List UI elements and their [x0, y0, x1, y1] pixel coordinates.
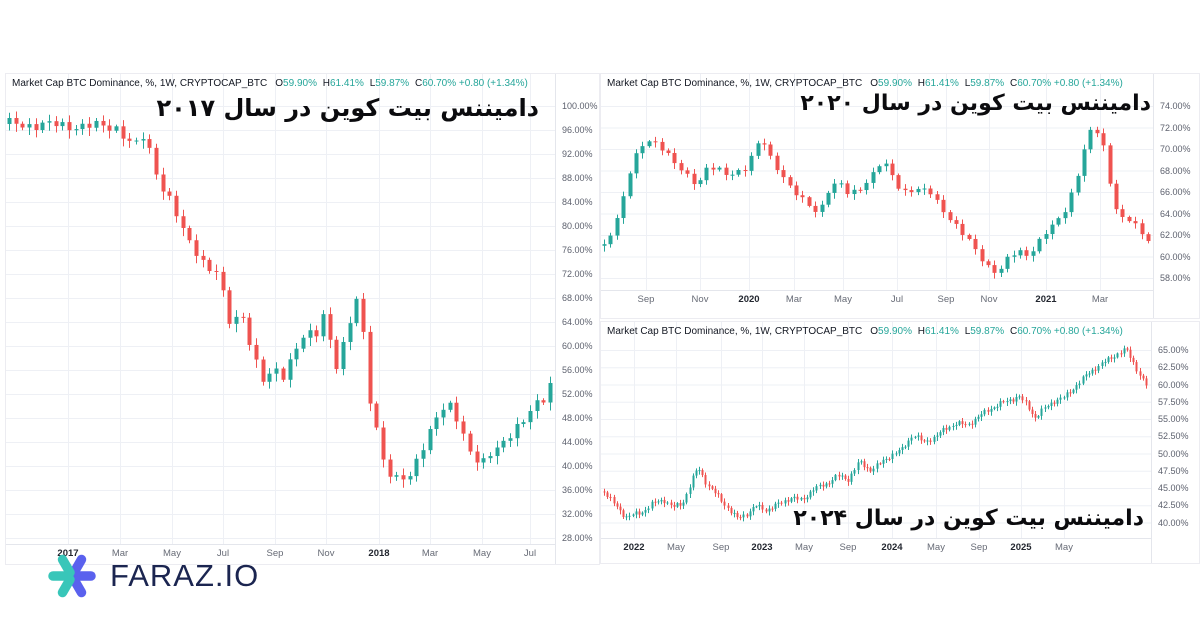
- x-axis-label: Nov: [317, 548, 335, 559]
- y-axis-label: 40.00%: [562, 461, 593, 471]
- y-axis-label: 44.00%: [562, 437, 593, 447]
- chart-title-2017: دامیننس بیت کوین در سال ۲۰۱۷: [156, 94, 540, 122]
- y-axis-label: 60.00%: [1160, 251, 1191, 262]
- candlestick-plot: [6, 74, 555, 544]
- y-axis-label: 72.00%: [1160, 122, 1191, 133]
- x-axis-label: May: [795, 542, 813, 553]
- y-axis-label: 64.00%: [562, 317, 593, 327]
- y-axis-label: 60.00%: [1158, 379, 1189, 390]
- time-axis[interactable]: 2022 May Sep 2023 May Sep 2024 May Sep 2025 May: [601, 538, 1151, 555]
- price-axis[interactable]: 65.00% 62.50% 60.00% 57.50% 55.00% 52.50% 50.0…: [1151, 322, 1199, 563]
- y-axis-label: 64.00%: [1160, 208, 1191, 219]
- y-axis-label: 42.50%: [1158, 500, 1189, 511]
- y-axis-label: 74.00%: [1160, 101, 1191, 111]
- x-axis-label: 2018: [368, 548, 390, 559]
- y-axis-label: 28.00%: [562, 533, 593, 543]
- chart-panel-2017: Market Cap BTC Dominance, %, 1W, CRYPTOC…: [5, 73, 600, 565]
- y-axis-label: 40.00%: [1158, 517, 1189, 528]
- chart-legend-2024: Market Cap BTC Dominance, %, 1W, CRYPTOC…: [607, 326, 1123, 337]
- y-axis-label: 92.00%: [562, 149, 593, 159]
- time-axis[interactable]: 2017 Mar May Jul Sep Nov 2018 Mar May Jul: [6, 544, 555, 561]
- y-axis-label: 48.00%: [562, 413, 593, 423]
- y-axis-label: 57.50%: [1158, 396, 1189, 407]
- x-axis-label: May: [473, 548, 491, 559]
- x-axis-label: Sep: [937, 294, 955, 305]
- y-axis-label: 52.00%: [562, 389, 593, 399]
- y-axis-label: 50.00%: [1158, 448, 1189, 459]
- x-axis-label: 2023: [751, 542, 773, 553]
- y-axis-label: 36.00%: [562, 485, 593, 495]
- price-axis[interactable]: 100.00% 96.00% 92.00% 88.00% 84.00% 80.00% 76.…: [555, 74, 599, 564]
- y-axis-label: 62.50%: [1158, 362, 1189, 373]
- x-axis-label: May: [163, 548, 181, 559]
- x-axis-label: Mar: [421, 548, 439, 559]
- y-axis-label: 60.00%: [562, 341, 593, 351]
- chart-panel-2020: Market Cap BTC Dominance, %, 1W, CRYPTOC…: [600, 73, 1200, 319]
- x-axis-label: Mar: [1091, 294, 1109, 305]
- x-axis-label: Jul: [523, 548, 537, 559]
- x-axis-label: Sep: [970, 542, 988, 553]
- y-axis-label: 52.50%: [1158, 431, 1189, 442]
- x-axis-label: 2021: [1035, 294, 1057, 305]
- ohlc-readout: O59.90% H61.41% L59.87% C60.70% +0.80 (+…: [275, 78, 528, 89]
- x-axis-label: 2022: [623, 542, 645, 553]
- chart-title-2020: دامیننس بیت کوین در سال ۲۰۲۰: [800, 91, 1151, 116]
- x-axis-label: May: [834, 294, 852, 305]
- y-axis-label: 66.00%: [1160, 187, 1191, 197]
- y-axis-label: 45.00%: [1158, 483, 1189, 493]
- y-axis-label: 70.00%: [1160, 144, 1191, 154]
- faraz-logo[interactable]: FARAZ.IO: [46, 550, 259, 602]
- chart-legend-2017: Market Cap BTC Dominance, %, 1W, CRYPTOC…: [12, 78, 528, 89]
- y-axis-label: 56.00%: [562, 365, 593, 375]
- asterisk-logo-icon: [48, 554, 96, 598]
- price-axis[interactable]: 74.00% 72.00% 70.00% 68.00% 66.00% 64.00% 62.0…: [1153, 74, 1199, 318]
- candlestick-plot: [601, 74, 1153, 290]
- x-axis-label: Jul: [890, 294, 904, 305]
- y-axis-label: 58.00%: [1160, 273, 1191, 283]
- y-axis-label: 62.00%: [1160, 230, 1191, 240]
- symbol-label: Market Cap BTC Dominance, %, 1W, CRYPTOC…: [607, 326, 863, 337]
- chart-legend-2020: Market Cap BTC Dominance, %, 1W, CRYPTOC…: [607, 78, 1123, 89]
- x-axis-label: 2017: [57, 548, 79, 559]
- y-axis-label: 76.00%: [562, 245, 593, 255]
- x-axis-label: May: [927, 542, 945, 553]
- logo-text: FARAZ.IO: [110, 558, 260, 593]
- chart-panel-2024: Market Cap BTC Dominance, %, 1W, CRYPTOC…: [600, 321, 1200, 564]
- ohlc-readout: O59.90% H61.41% L59.87% C60.70% +0.80 (+…: [870, 78, 1123, 89]
- x-axis-label: May: [1055, 542, 1073, 553]
- y-axis-label: 68.00%: [1160, 165, 1191, 176]
- y-axis-label: 80.00%: [562, 221, 593, 231]
- y-axis-label: 84.00%: [562, 197, 593, 207]
- y-axis-label: 96.00%: [562, 125, 593, 135]
- y-axis-label: 55.00%: [1158, 414, 1189, 424]
- x-axis-label: May: [667, 542, 685, 553]
- y-axis-label: 72.00%: [562, 269, 593, 279]
- x-axis-label: Nov: [980, 294, 998, 305]
- x-axis-label: Sep: [637, 294, 655, 305]
- symbol-label: Market Cap BTC Dominance, %, 1W, CRYPTOC…: [607, 78, 863, 89]
- ohlc-readout: O59.90% H61.41% L59.87% C60.70% +0.80 (+…: [870, 326, 1123, 337]
- x-axis-label: 2024: [881, 542, 903, 553]
- candlestick-plot: [601, 322, 1151, 538]
- y-axis-label: 65.00%: [1158, 345, 1189, 355]
- x-axis-label: Sep: [839, 542, 857, 553]
- y-axis-label: 47.50%: [1158, 465, 1189, 476]
- symbol-label: Market Cap BTC Dominance, %, 1W, CRYPTOC…: [12, 78, 268, 89]
- x-axis-label: Sep: [266, 548, 284, 559]
- time-axis[interactable]: Sep Nov 2020 Mar May Jul Sep Nov 2021 Mar: [601, 290, 1153, 307]
- y-axis-label: 88.00%: [562, 173, 593, 183]
- y-axis-label: 32.00%: [562, 509, 593, 519]
- x-axis-label: 2025: [1010, 542, 1032, 553]
- x-axis-label: 2020: [738, 294, 760, 305]
- x-axis-label: Sep: [712, 542, 730, 553]
- x-axis-label: Jul: [216, 548, 230, 559]
- x-axis-label: Mar: [785, 294, 803, 305]
- x-axis-label: Mar: [111, 548, 129, 559]
- x-axis-label: Nov: [691, 294, 709, 305]
- chart-title-2024: دامیننس بیت کوین در سال ۲۰۲۴: [793, 506, 1144, 531]
- y-axis-label: 68.00%: [562, 293, 593, 303]
- y-axis-label: 100.00%: [562, 101, 598, 111]
